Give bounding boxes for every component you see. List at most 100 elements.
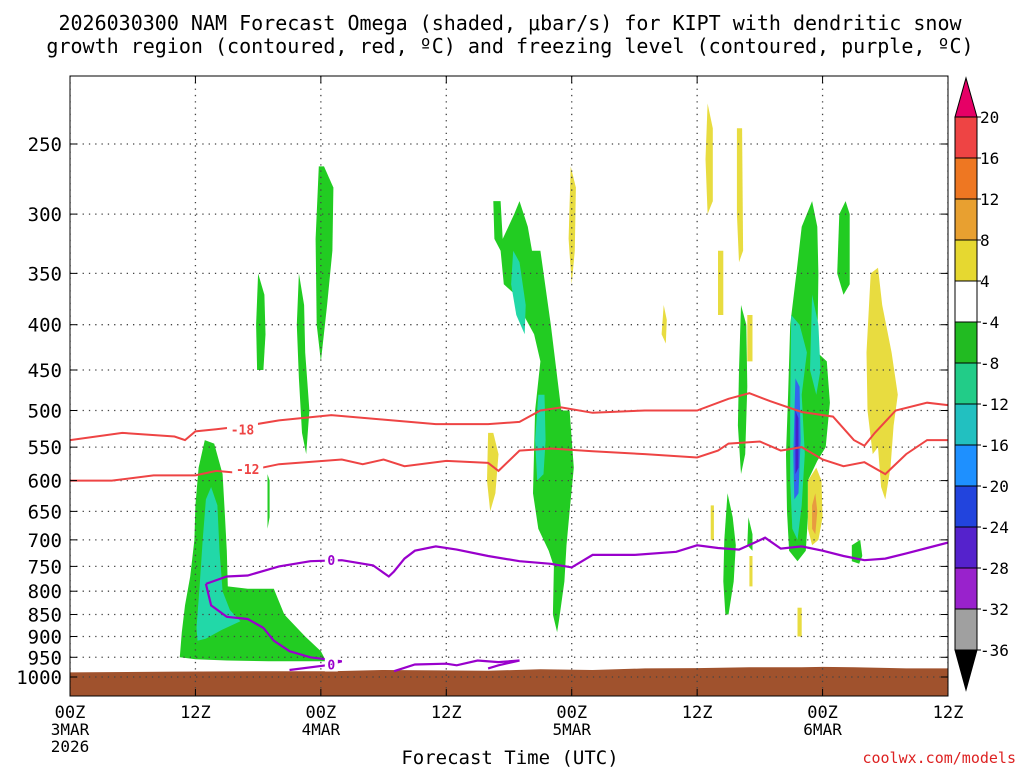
- terrain-layer: [70, 666, 948, 696]
- y-tick-label: 1000: [16, 667, 62, 689]
- freezing-contour-label: 0: [327, 554, 335, 569]
- omega-patch-neg12: [535, 394, 546, 481]
- omega-patch-pos8: [812, 493, 818, 535]
- omega-patch-neg8: [267, 474, 270, 529]
- omega-patch-pos4: [866, 267, 898, 500]
- x-tick-label-date: 5MAR: [552, 720, 591, 739]
- omega-patch-neg12: [511, 250, 526, 335]
- y-tick-label: 350: [28, 263, 62, 285]
- colorbar-swatch: [954, 444, 978, 487]
- colorbar-swatch: [954, 403, 978, 446]
- omega-patch-pos4: [661, 305, 667, 344]
- y-tick-label: 850: [28, 605, 62, 627]
- freezing-level-contour-line: [393, 659, 520, 673]
- omega-patch-neg12: [810, 294, 821, 395]
- x-tick-label-time: 00Z: [305, 703, 336, 723]
- colorbar-swatch: [954, 485, 978, 528]
- colorbar-swatch: [954, 362, 978, 405]
- x-tick-label-time: 00Z: [556, 703, 587, 723]
- dgz-contour-line: [70, 392, 948, 447]
- omega-patch-pos4: [718, 250, 724, 315]
- colorbar-label: -20: [980, 477, 1009, 496]
- colorbar-swatch: [954, 198, 978, 241]
- x-tick-label-time: 12Z: [933, 703, 964, 723]
- y-axis: 2503003504004505005506006507007508008509…: [16, 134, 948, 689]
- omega-patch-pos4: [568, 166, 576, 285]
- y-tick-label: 650: [28, 501, 62, 523]
- colorbar-label: -28: [980, 559, 1009, 578]
- omega-patch-pos4: [736, 128, 744, 263]
- freezing-contour-label: 0: [327, 658, 335, 673]
- colorbar: 20 16 12 8 4 -4 -8 -12 -16 -20 -24 -28 -32 -36: [954, 76, 1009, 692]
- colorbar-swatch: [954, 321, 978, 364]
- y-tick-label: 600: [28, 471, 62, 493]
- colorbar-swatch: [954, 280, 978, 323]
- omega-patch-neg8: [747, 517, 753, 551]
- x-tick-label-year: 2026: [51, 737, 90, 756]
- omega-patch-pos4: [749, 556, 753, 587]
- omega-patch-neg28: [795, 410, 799, 475]
- y-tick-label: 800: [28, 581, 62, 603]
- freezing-contour-label-bg: [324, 656, 338, 672]
- credit-text: coolwx.com/models: [862, 749, 1016, 767]
- y-tick-label: 300: [28, 204, 62, 226]
- y-tick-label: 950: [28, 647, 62, 669]
- colorbar-bottom-arrow: [954, 649, 978, 692]
- colorbar-label: 20: [980, 108, 999, 127]
- omega-patch-pos4: [487, 432, 499, 512]
- colorbar-label: 4: [980, 272, 990, 291]
- dgz-contour-label-bg: [232, 460, 264, 476]
- freezing-contour-label-bg: [324, 552, 338, 568]
- colorbar-label: 16: [980, 149, 999, 168]
- y-tick-label: 500: [28, 401, 62, 423]
- colorbar-label: 12: [980, 190, 999, 209]
- colorbar-label: -4: [980, 313, 999, 332]
- x-tick-label-time: 12Z: [180, 703, 211, 723]
- omega-patch-neg8: [737, 305, 748, 475]
- freezing-level-contour-line: [205, 536, 948, 585]
- chart-title-line1: 2026030300 NAM Forecast Omega (shaded, μ…: [58, 11, 962, 35]
- dgz-contour-label: -18: [231, 423, 255, 438]
- colorbar-swatch: [954, 116, 978, 159]
- dgz-contour-label-bg: [226, 421, 258, 437]
- chart-title-line2: growth region (contoured, red, ºC) and f…: [46, 34, 973, 58]
- colorbar-label: -16: [980, 436, 1009, 455]
- x-tick-label-date: 4MAR: [302, 720, 341, 739]
- colorbar-swatch: [954, 239, 978, 282]
- y-tick-label: 250: [28, 134, 62, 156]
- x-axis-label: Forecast Time (UTC): [401, 747, 618, 768]
- x-tick-label-date: 3MAR: [51, 720, 90, 739]
- terrain-fill: [70, 666, 948, 696]
- colorbar-swatch: [954, 526, 978, 569]
- contour-labels: -18 -12 0 0: [226, 421, 338, 673]
- x-tick-label-time: 00Z: [55, 703, 86, 723]
- colorbar-label: -24: [980, 518, 1009, 537]
- colorbar-label: -8: [980, 354, 999, 373]
- colorbar-label: 8: [980, 231, 990, 250]
- omega-patch-neg8: [837, 201, 850, 295]
- omega-patch-pos4: [797, 607, 802, 637]
- y-tick-label: 450: [28, 360, 62, 382]
- omega-patch-neg12: [196, 487, 241, 641]
- omega-patch-neg8: [315, 166, 334, 362]
- plot-area: [70, 76, 948, 696]
- plot-frame: [69, 75, 949, 697]
- gridlines: [70, 76, 948, 696]
- x-tick-label-time: 12Z: [431, 703, 462, 723]
- omega-shading-layer: [179, 103, 898, 662]
- y-tick-label: 750: [28, 556, 62, 578]
- dgz-contour-label: -12: [236, 463, 259, 478]
- omega-patch-pos4: [747, 315, 753, 362]
- omega-patch-neg8: [723, 493, 736, 615]
- x-tick-label-time: 12Z: [682, 703, 713, 723]
- y-tick-label: 550: [28, 437, 62, 459]
- colorbar-swatch: [954, 567, 978, 610]
- colorbar-label: -36: [980, 641, 1009, 660]
- colorbar-swatch: [954, 608, 978, 651]
- omega-patch-neg8: [493, 201, 574, 633]
- omega-patch-neg8: [296, 273, 310, 455]
- x-tick-label-time: 00Z: [807, 703, 838, 723]
- omega-patch-pos4: [705, 103, 713, 215]
